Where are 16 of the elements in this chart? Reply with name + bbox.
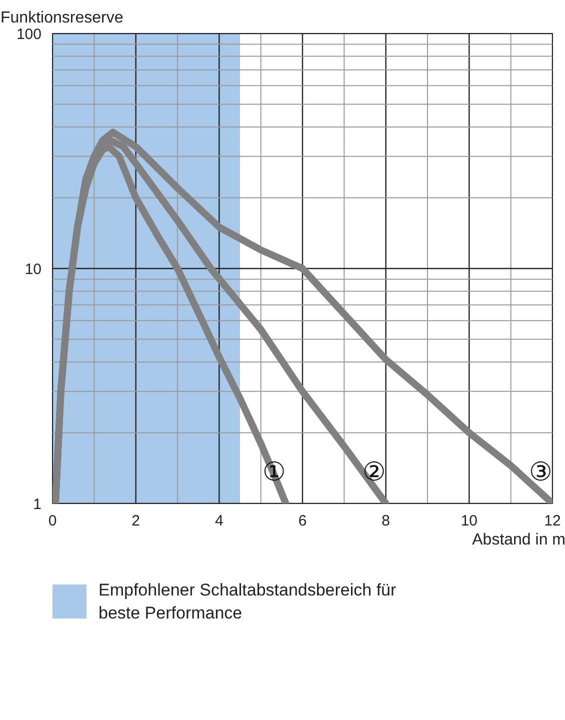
x-axis-title: Abstand in m [472,532,565,548]
x-tick-label: 10 [460,512,478,530]
legend-label: Empfohlener Schaltabstandsbereich für beste Performance [98,580,397,622]
series-label: ③ [529,456,552,486]
y-tick-label: 1 [33,496,42,513]
y-tick-label: 10 [24,261,42,278]
x-tick-label: 4 [214,512,224,530]
x-tick-label: 2 [132,512,140,530]
y-axis-title: Funktionsreserve [0,10,124,26]
x-tick-label: 8 [382,512,390,530]
x-tick-label: 12 [544,512,561,530]
x-tick-label: 6 [298,512,307,530]
series-label: ① [262,456,286,486]
x-tick-label: 0 [48,512,57,530]
series-label: ② [362,456,386,486]
y-tick-label: 100 [16,26,42,43]
